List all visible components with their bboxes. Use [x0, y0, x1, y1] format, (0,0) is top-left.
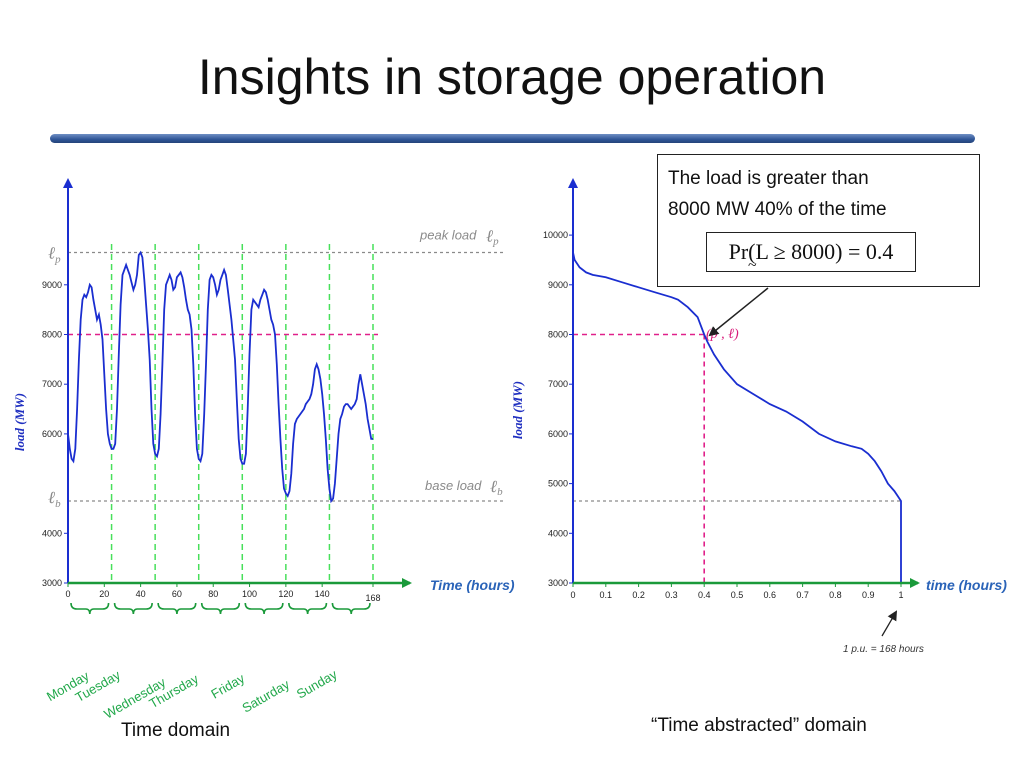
day-label: Sunday — [294, 666, 340, 701]
left-y-tick-label: 7000 — [42, 379, 62, 389]
left-x-tick-label: 20 — [99, 589, 109, 599]
left-x-tick-label: 40 — [136, 589, 146, 599]
probability-formula: Pr(L ≥ 8000) = 0.4 ~ — [706, 232, 916, 274]
left-x-tick-label: 168 — [365, 593, 380, 603]
left-x-axis-label: Time (hours) — [430, 577, 515, 593]
right-x-tick-label: 0.9 — [862, 590, 875, 600]
peak-load-text: peak load — [419, 227, 477, 242]
left-y-axis-label: load (MW) — [12, 393, 27, 451]
time-abstracted-chart: 3000 4000 5000 6000 7000 8000 9000 10000 0 0.1 0.… — [510, 178, 1007, 655]
left-y-tick-label: 3000 — [42, 578, 62, 588]
right-x-tick-label: 0.1 — [600, 590, 613, 600]
day-brace — [113, 602, 153, 615]
day-label: Saturday — [239, 676, 292, 715]
day-brace — [200, 602, 241, 615]
callout-pointer-arrow — [708, 287, 769, 337]
left-x-tick-label: 120 — [278, 589, 293, 599]
left-x-tick-label: 80 — [208, 589, 218, 599]
day-brace — [244, 602, 284, 615]
base-load-symbol: ℓb — [490, 477, 503, 498]
right-x-tick-label: 0.6 — [764, 590, 777, 600]
callout-box: The load is greater than 8000 MW 40% of … — [657, 154, 980, 287]
base-load-text: base load — [425, 478, 482, 493]
time-domain-chart: 3000 4000 6000 7000 8000 9000 0 20 40 60 80 100 120… — [12, 178, 515, 722]
right-y-axis-label: load (MW) — [510, 381, 525, 439]
left-y-tick-label: 9000 — [42, 280, 62, 290]
day-brace — [331, 602, 371, 615]
left-y-tick-label: 4000 — [42, 528, 62, 538]
pu-note-arrow — [881, 610, 898, 637]
left-x-tick-label: 60 — [172, 589, 182, 599]
formula-text: Pr(L ≥ 8000) = 0.4 — [728, 239, 894, 264]
formula-tilde: ~ — [748, 257, 757, 274]
left-x-tick-label: 100 — [242, 589, 257, 599]
right-y-tick-label: 3000 — [548, 578, 568, 588]
left-x-tick-label: 140 — [315, 589, 330, 599]
peak-load-axis-symbol: ℓp — [48, 243, 61, 265]
right-x-tick-label: 0.7 — [796, 590, 809, 600]
left-y-tick-label: 6000 — [42, 429, 62, 439]
peak-load-symbol: ℓp — [486, 226, 499, 247]
caption-time-abstracted-domain: “Time abstracted” domain — [651, 715, 867, 736]
pu-note: 1 p.u. = 168 hours — [843, 644, 924, 655]
right-y-tick-label: 8000 — [548, 330, 568, 340]
right-y-tick-label: 5000 — [548, 479, 568, 489]
right-y-tick-label: 7000 — [548, 379, 568, 389]
left-y-tick-label: 8000 — [42, 330, 62, 340]
slide-title: Insights in storage operation — [197, 49, 827, 105]
day-brace — [70, 602, 110, 615]
right-x-tick-label: 0.4 — [698, 590, 711, 600]
right-x-tick-label: 0.5 — [731, 590, 744, 600]
left-x-tick-label: 0 — [65, 589, 70, 599]
callout-line-1: The load is greater than — [668, 168, 869, 189]
day-label: Friday — [208, 670, 247, 701]
right-x-tick-label: 0.3 — [665, 590, 678, 600]
right-y-tick-label: 9000 — [548, 280, 568, 290]
right-y-tick-label: 4000 — [548, 528, 568, 538]
day-brace — [157, 602, 197, 615]
right-x-axis-label: time (hours) — [926, 577, 1007, 593]
right-x-tick-label: 0.8 — [829, 590, 842, 600]
right-x-tick-label: 0.2 — [632, 590, 645, 600]
right-y-tick-label: 6000 — [548, 429, 568, 439]
callout-text: The load is greater than 8000 MW 40% of … — [668, 163, 968, 225]
right-x-tick-label: 0 — [570, 590, 575, 600]
callout-line-2: 8000 MW 40% of the time — [668, 199, 887, 220]
day-brace — [288, 602, 328, 615]
load-duration-curve — [572, 252, 902, 583]
right-x-tick-label: 1 — [898, 590, 903, 600]
base-load-axis-symbol: ℓb — [48, 488, 61, 510]
title-divider — [50, 134, 975, 143]
load-curve-time-domain — [67, 250, 373, 504]
right-y-tick-label: 10000 — [543, 230, 568, 240]
caption-time-domain: Time domain — [121, 720, 231, 741]
